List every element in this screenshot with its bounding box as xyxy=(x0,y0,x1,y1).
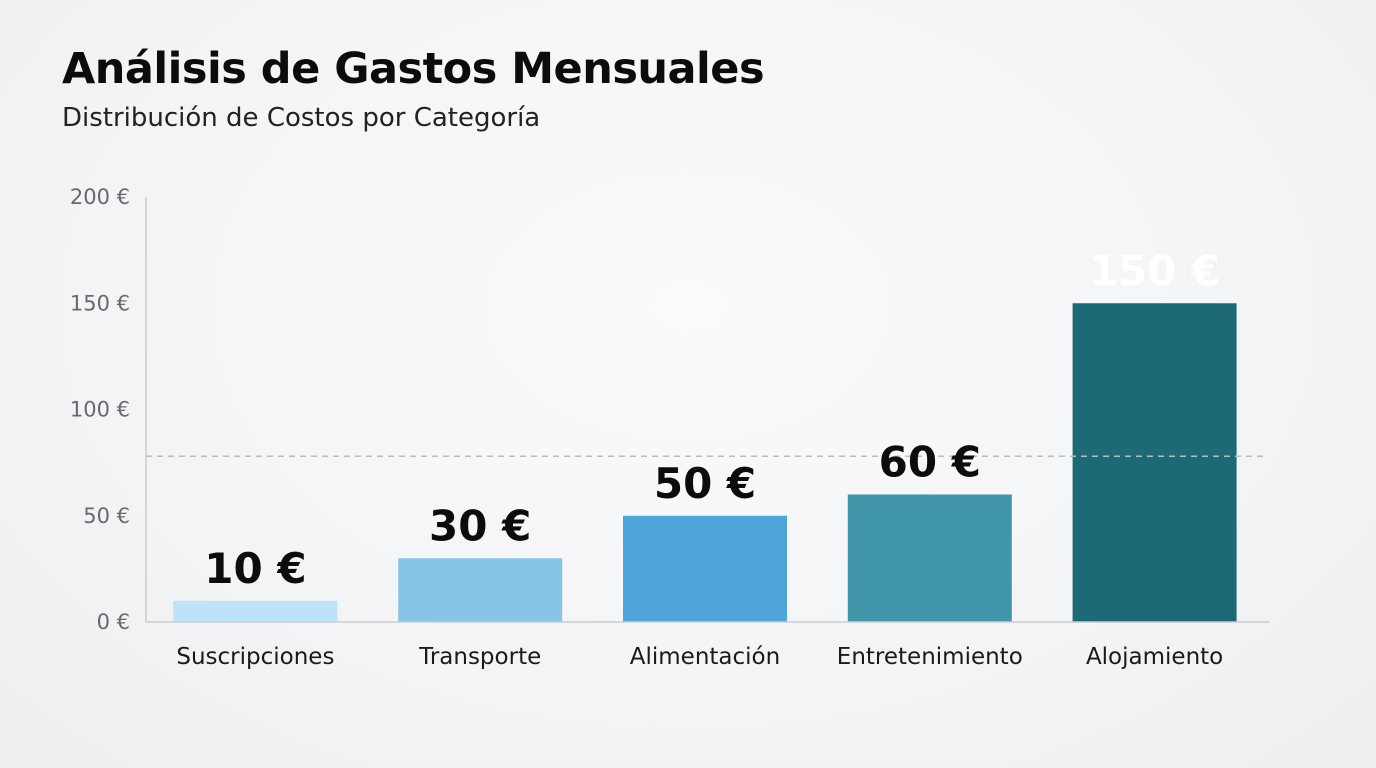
value-label: 60 € xyxy=(879,438,981,487)
value-labels: 10 € 30 € 50 € 60 € 150 € xyxy=(204,246,1220,593)
chart-subtitle: Distribución de Costos por Categoría xyxy=(62,103,541,133)
value-label: 150 € xyxy=(1089,246,1221,295)
x-tick-label: Suscripciones xyxy=(176,644,334,670)
y-tick-label: 200 € xyxy=(70,185,130,209)
value-label: 10 € xyxy=(204,544,306,593)
bars xyxy=(173,303,1237,622)
x-tick-label: Entretenimiento xyxy=(837,644,1023,670)
bar-entretenimiento xyxy=(847,494,1012,622)
value-label: 30 € xyxy=(429,501,531,550)
y-tick-label: 150 € xyxy=(70,291,130,315)
value-label: 50 € xyxy=(654,459,756,508)
bar-transporte xyxy=(398,558,563,622)
y-axis-ticks: 0 € 50 € 100 € 150 € 200 € xyxy=(70,185,130,634)
x-tick-label: Transporte xyxy=(418,644,541,670)
x-axis-labels: Suscripciones Transporte Alimentación Entre… xyxy=(176,644,1223,670)
y-tick-label: 0 € xyxy=(97,610,130,634)
bar-alimentación xyxy=(623,515,787,622)
bar-alojamiento xyxy=(1072,303,1237,622)
y-tick-label: 100 € xyxy=(70,398,130,422)
x-tick-label: Alimentación xyxy=(630,644,780,670)
chart-title: Análisis de Gastos Mensuales xyxy=(62,44,765,94)
x-tick-label: Alojamiento xyxy=(1086,644,1223,670)
y-tick-label: 50 € xyxy=(83,504,130,528)
bar-suscripciones xyxy=(173,600,338,622)
